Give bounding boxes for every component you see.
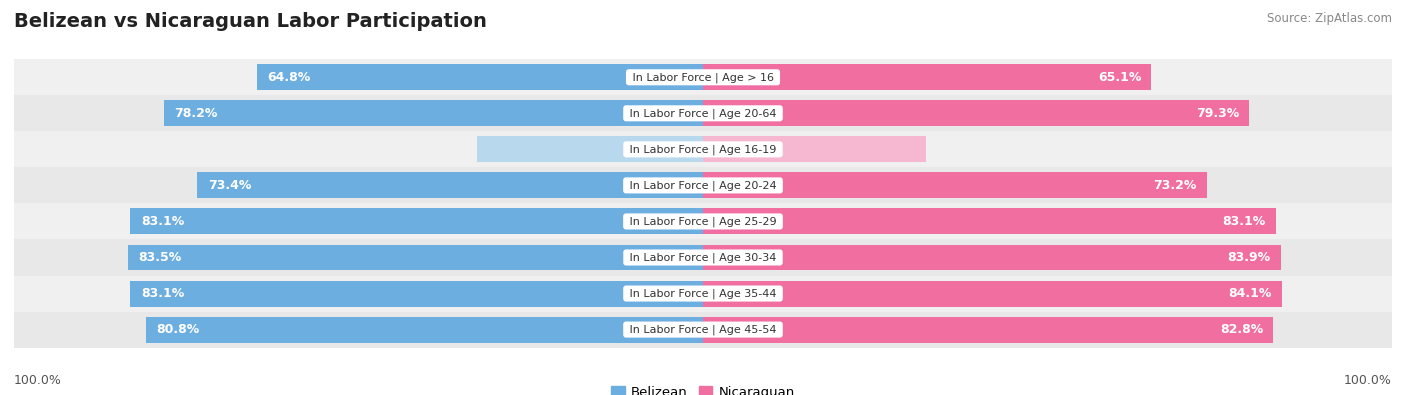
Bar: [703, 317, 1274, 342]
Text: 82.8%: 82.8%: [1220, 323, 1263, 336]
Bar: [477, 136, 703, 162]
Bar: [14, 312, 1392, 348]
Text: 84.1%: 84.1%: [1229, 287, 1272, 300]
Bar: [256, 64, 703, 90]
Bar: [14, 95, 1392, 132]
Text: In Labor Force | Age 16-19: In Labor Force | Age 16-19: [626, 144, 780, 154]
Text: 32.8%: 32.8%: [659, 143, 700, 156]
Text: 83.9%: 83.9%: [1227, 251, 1271, 264]
Text: In Labor Force | Age 25-29: In Labor Force | Age 25-29: [626, 216, 780, 227]
Bar: [14, 59, 1392, 95]
Text: 78.2%: 78.2%: [174, 107, 218, 120]
Bar: [14, 239, 1392, 276]
Bar: [146, 317, 703, 342]
Bar: [703, 209, 1275, 234]
Bar: [703, 136, 927, 162]
Text: Source: ZipAtlas.com: Source: ZipAtlas.com: [1267, 12, 1392, 25]
Bar: [14, 132, 1392, 167]
Text: In Labor Force | Age 35-44: In Labor Force | Age 35-44: [626, 288, 780, 299]
Bar: [165, 100, 703, 126]
Text: Belizean vs Nicaraguan Labor Participation: Belizean vs Nicaraguan Labor Participati…: [14, 12, 486, 31]
Text: In Labor Force | Age > 16: In Labor Force | Age > 16: [628, 72, 778, 83]
Text: 80.8%: 80.8%: [156, 323, 200, 336]
Text: 100.0%: 100.0%: [1344, 374, 1392, 387]
Text: 100.0%: 100.0%: [14, 374, 62, 387]
Text: 83.1%: 83.1%: [1222, 215, 1265, 228]
Text: In Labor Force | Age 20-24: In Labor Force | Age 20-24: [626, 180, 780, 191]
Text: 73.2%: 73.2%: [1153, 179, 1197, 192]
Bar: [703, 64, 1152, 90]
Text: In Labor Force | Age 20-64: In Labor Force | Age 20-64: [626, 108, 780, 118]
Text: 79.3%: 79.3%: [1195, 107, 1239, 120]
Text: 64.8%: 64.8%: [267, 71, 311, 84]
Bar: [14, 276, 1392, 312]
Text: 83.1%: 83.1%: [141, 215, 184, 228]
Bar: [131, 209, 703, 234]
Bar: [128, 245, 703, 271]
Text: 73.4%: 73.4%: [208, 179, 252, 192]
Legend: Belizean, Nicaraguan: Belizean, Nicaraguan: [606, 381, 800, 395]
Bar: [703, 245, 1281, 271]
Text: 65.1%: 65.1%: [1098, 71, 1142, 84]
Text: 83.5%: 83.5%: [138, 251, 181, 264]
Bar: [703, 100, 1250, 126]
Bar: [14, 203, 1392, 239]
Bar: [14, 167, 1392, 203]
Bar: [703, 280, 1282, 307]
Text: In Labor Force | Age 45-54: In Labor Force | Age 45-54: [626, 324, 780, 335]
Bar: [703, 173, 1208, 198]
Bar: [131, 280, 703, 307]
Bar: [197, 173, 703, 198]
Text: 83.1%: 83.1%: [141, 287, 184, 300]
Text: 32.4%: 32.4%: [706, 143, 747, 156]
Text: In Labor Force | Age 30-34: In Labor Force | Age 30-34: [626, 252, 780, 263]
